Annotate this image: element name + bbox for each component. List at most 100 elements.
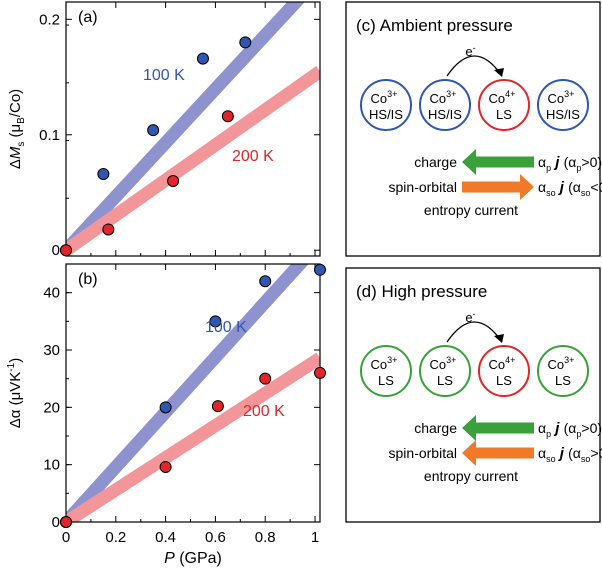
chart-panel-a: 0 0.1 0.2 (a) 100 K 200 K ΔMs (μB/Co) xyxy=(7,1,321,259)
ion-charge: 4+ xyxy=(505,355,515,365)
ion-label: Co3+ xyxy=(548,355,575,372)
data-point-100k xyxy=(314,263,326,276)
ion-circle xyxy=(419,79,471,131)
hop-arc xyxy=(446,55,503,77)
coef-alpha: α xyxy=(538,154,546,170)
fit-line-100k xyxy=(66,264,309,522)
data-point-200k xyxy=(102,223,115,236)
data-point-200k xyxy=(60,244,72,257)
charge-label: charge xyxy=(414,420,457,436)
ylabel-unit: (μVK xyxy=(7,372,24,410)
x-tick-label: 0.2 xyxy=(105,529,126,546)
ion-symbol: Co xyxy=(548,91,565,106)
coef-sub: so xyxy=(546,454,556,464)
charge-coefficient: αp j (αp>0) xyxy=(538,154,602,173)
coef-j: j xyxy=(551,420,564,437)
x-tick-label: 0.8 xyxy=(255,529,276,546)
ylabel-delta: Δ xyxy=(7,159,24,169)
ion-circle xyxy=(478,79,530,131)
y-tick-label: 0.1 xyxy=(39,127,60,144)
ylabel-symbol: M xyxy=(7,146,24,159)
charge-coefficient: αp j (αp>0) xyxy=(538,420,602,439)
coef-cond: (α xyxy=(568,445,581,461)
y-tick-label: 0 xyxy=(52,242,60,259)
hop-arrowhead xyxy=(494,68,504,77)
ion-circle xyxy=(360,79,412,131)
ion-symbol: Co xyxy=(371,91,388,106)
charge-label: charge xyxy=(414,154,457,170)
data-point-200k xyxy=(259,372,272,385)
ion-charge: 3+ xyxy=(564,89,574,99)
ion-label: Co3+ xyxy=(371,89,398,106)
coef-cond: >0) xyxy=(581,420,602,436)
ion-charge: 3+ xyxy=(446,355,456,365)
ylabel-sub: s xyxy=(16,142,27,147)
entropy-current-label: entropy current xyxy=(424,468,518,484)
electron-symbol: e xyxy=(465,310,472,325)
data-point-200k xyxy=(60,516,72,528)
ion-label: Co4+ xyxy=(489,355,516,372)
ion-label: Co4+ xyxy=(489,89,516,106)
coef-sub: p xyxy=(546,163,551,173)
y-tick-label: 0.2 xyxy=(39,11,60,28)
coef-cond-sub: so xyxy=(581,454,591,464)
plot-frame xyxy=(65,1,321,257)
coef-cond-sub: p xyxy=(576,163,581,173)
hop-arc xyxy=(446,321,503,343)
fit-line-200k xyxy=(66,65,320,256)
ion-state: HS/IS xyxy=(546,107,580,122)
entropy-current-label: entropy current xyxy=(424,202,518,218)
y-tick-label: 40 xyxy=(43,285,60,302)
ion-label: Co3+ xyxy=(548,89,575,106)
data-point-200k xyxy=(211,400,224,413)
ion-symbol: Co xyxy=(489,91,506,106)
ylabel-sup: -1 xyxy=(6,362,17,371)
electron-label: e- xyxy=(465,43,475,59)
ylabel-unit: ) xyxy=(7,358,24,363)
ion-label: Co3+ xyxy=(430,355,457,372)
ion-label: Co3+ xyxy=(371,355,398,372)
hop-arrowhead xyxy=(494,334,504,343)
y-tick-label: 20 xyxy=(43,399,60,416)
ion-state: HS/IS xyxy=(428,107,462,122)
charge-arrow xyxy=(462,149,534,175)
coef-sub: p xyxy=(546,429,551,439)
y-tick-label: 10 xyxy=(43,457,60,474)
diagram-title: (c) Ambient pressure xyxy=(356,16,513,35)
ion-charge: 3+ xyxy=(564,355,574,365)
ylabel-unit: /Co) xyxy=(7,89,24,117)
data-point-200k xyxy=(221,110,234,123)
data-point-200k xyxy=(167,174,180,187)
y-axis-label: ΔMs (μB/Co) xyxy=(7,89,27,169)
ion-symbol: Co xyxy=(430,91,447,106)
electron-symbol: e xyxy=(465,44,472,59)
spin-orbital-arrow xyxy=(462,174,534,200)
coef-cond: >0) xyxy=(581,154,602,170)
chart-panel-b: 0 10 20 30 40 0 0.2 0.4 0.6 0.8 1 (b) 100 K 200 K Δα (… xyxy=(6,263,326,567)
x-tick-label: 0.4 xyxy=(155,529,176,546)
ion-charge: 3+ xyxy=(387,89,397,99)
data-point-100k xyxy=(239,36,252,49)
coef-cond: <0) xyxy=(590,179,602,195)
series-label: 100 K xyxy=(143,67,185,84)
ion-symbol: Co xyxy=(430,357,447,372)
ion-charge: 4+ xyxy=(505,89,515,99)
ion-symbol: Co xyxy=(371,357,388,372)
ion-circle xyxy=(478,345,530,397)
fit-line-100k xyxy=(66,2,305,255)
data-point-100k xyxy=(97,168,110,181)
data-point-100k xyxy=(259,275,272,288)
data-point-200k xyxy=(314,366,326,379)
data-point-100k xyxy=(159,401,172,414)
charge-arrow xyxy=(462,415,534,441)
coef-cond-sub: p xyxy=(576,429,581,439)
panel-label: (a) xyxy=(78,9,98,26)
ion-state: LS xyxy=(378,373,394,388)
spin-orbital-label: spin-orbital xyxy=(389,179,457,195)
diagram-d: (d) High pressureCo3+LSCo3+LSCo4+LSCo3+L… xyxy=(345,267,602,523)
series-label: 100 K xyxy=(205,319,247,336)
ion-charge: 3+ xyxy=(446,89,456,99)
electron-sup: - xyxy=(473,43,476,53)
coef-alpha: α xyxy=(538,420,546,436)
